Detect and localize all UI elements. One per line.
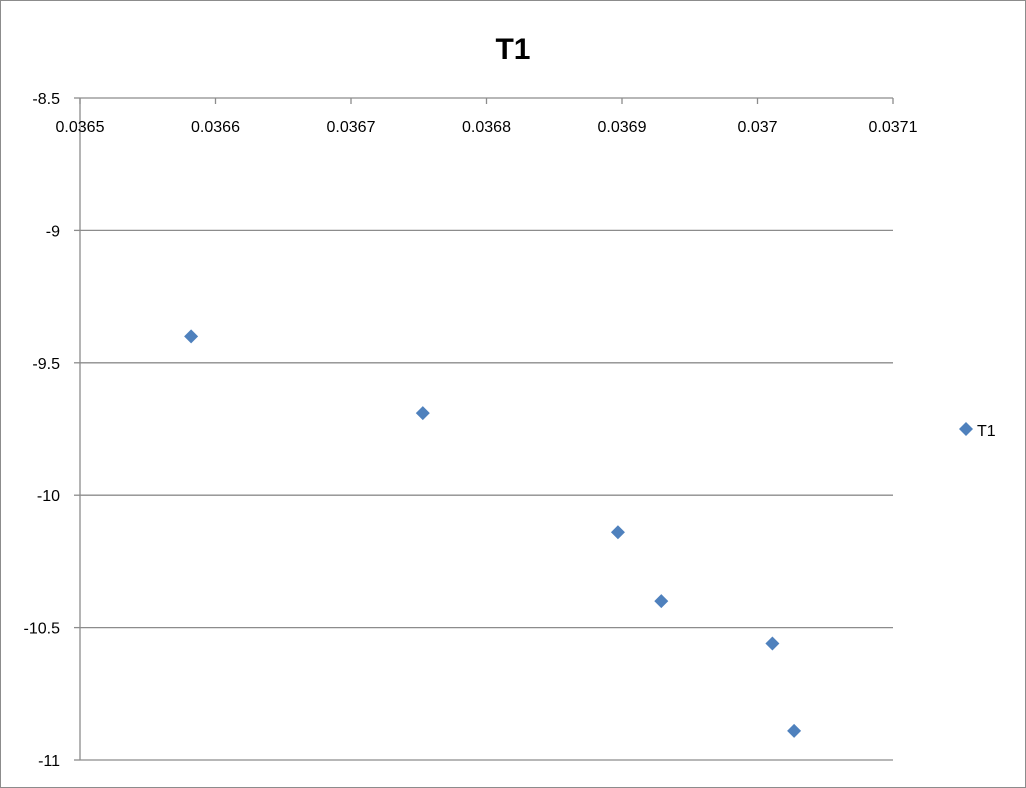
data-point [184,329,199,344]
data-point [610,525,625,540]
gridlines [80,229,893,761]
y-tick-label: -8.5 [32,91,60,108]
legend-marker-icon [959,422,973,436]
legend-label: T1 [977,423,996,440]
data-point [765,636,780,651]
x-tick-label: 0.0367 [327,119,376,136]
axes: -8.5 -9 -9.5 -10 -10.5 -11 0.0365 0.0366 0.0367 0… [24,91,918,770]
y-tick-label: -9 [46,223,60,240]
x-tick-label: 0.0368 [462,119,511,136]
data-points [184,329,802,738]
x-tick-label: 0.0369 [598,119,647,136]
y-tick-label: -11 [38,753,60,770]
x-tick-label: 0.0371 [869,119,918,136]
x-tick-label: 0.0366 [191,119,240,136]
y-tick-label: -10 [37,488,60,505]
x-tick-label: 0.037 [737,119,777,136]
x-tick-label: 0.0365 [56,119,105,136]
chart-title: T1 [495,33,530,66]
legend: T1 [959,422,996,440]
y-tick-label: -10.5 [24,621,61,638]
data-point [654,594,669,609]
data-point [415,406,430,421]
data-point [787,723,802,738]
y-tick-label: -9.5 [32,356,60,373]
